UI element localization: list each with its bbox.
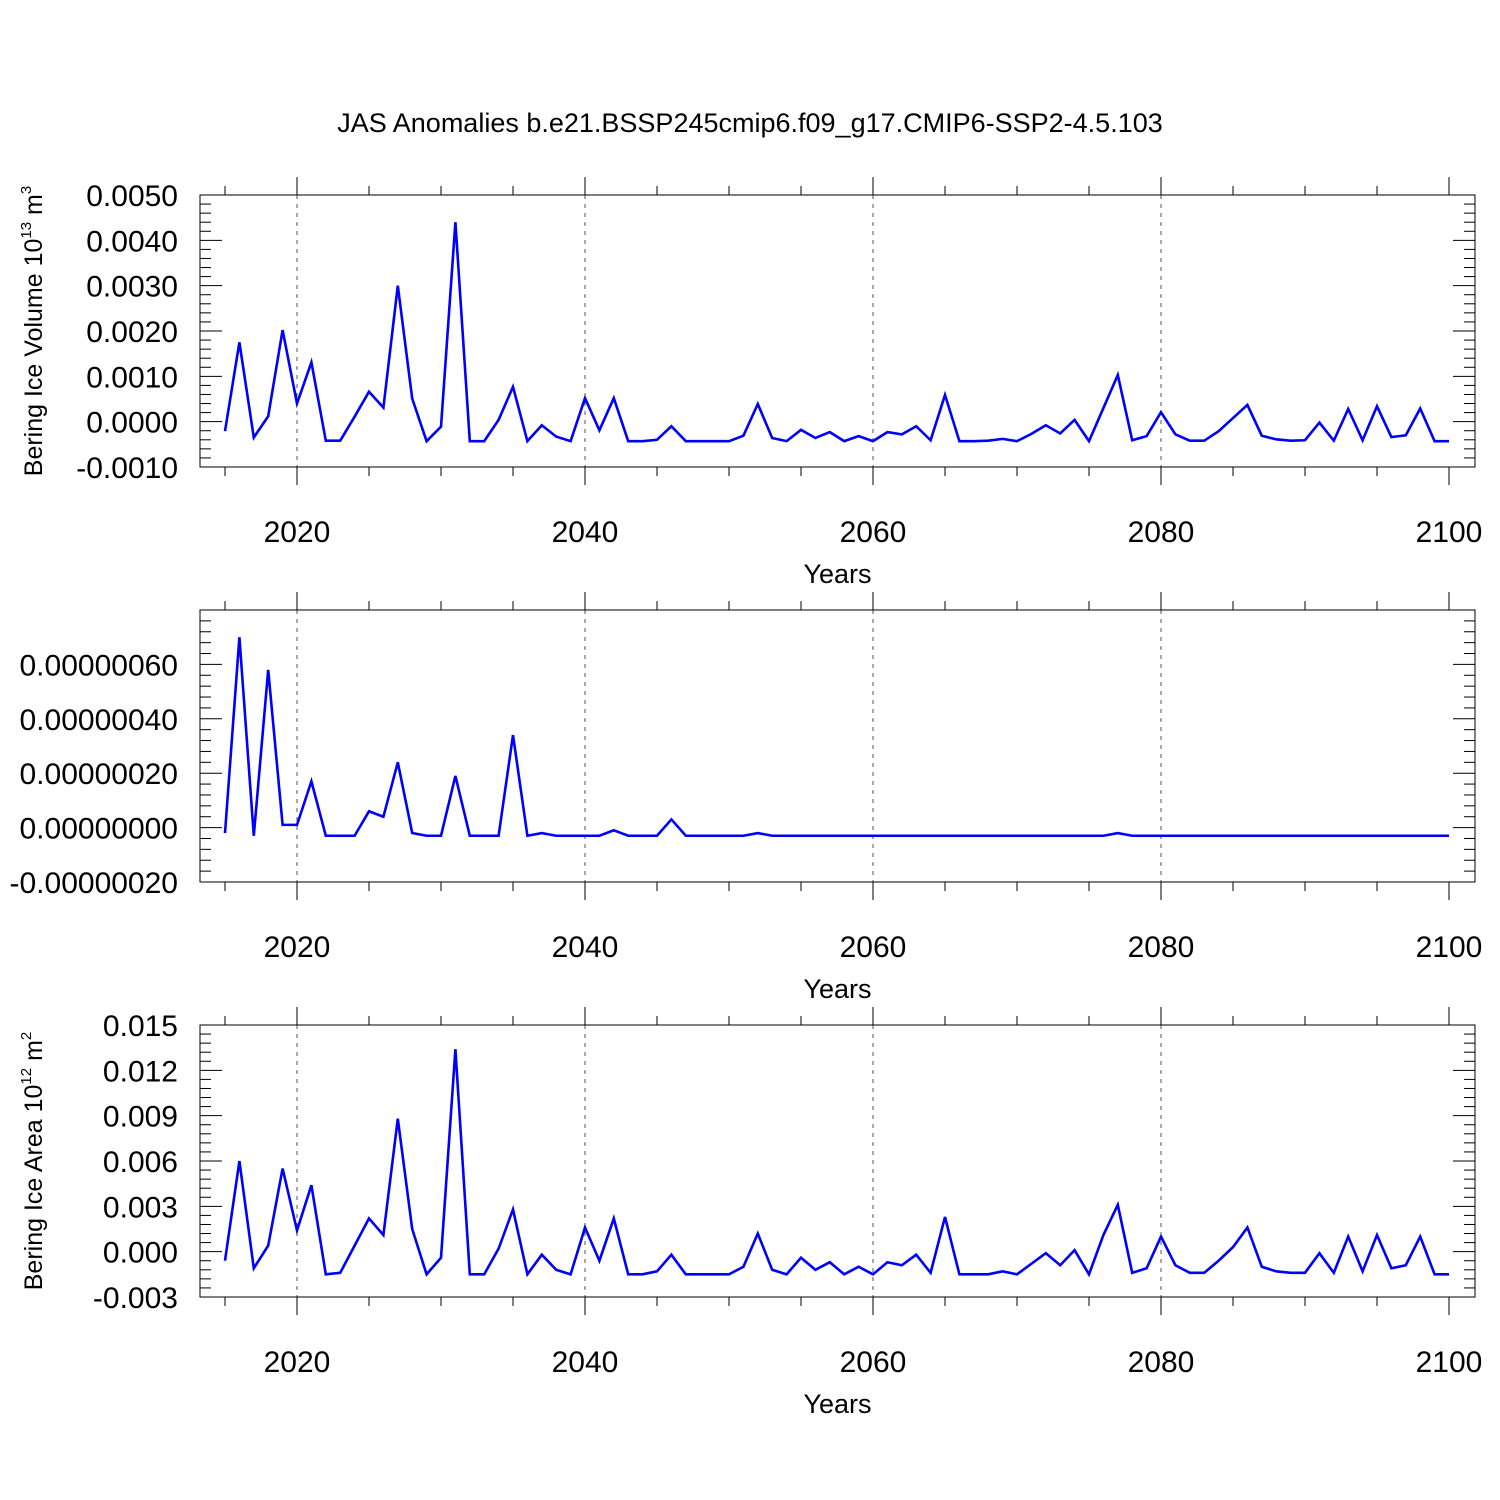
figure-title: JAS Anomalies b.e21.BSSP245cmip6.f09_g17… (337, 108, 1163, 138)
x-axis-title: Years (803, 1389, 871, 1419)
y-tick-label: 0.0040 (86, 225, 178, 258)
x-tick-label: 2080 (1128, 1346, 1195, 1379)
x-axis-title: Years (803, 974, 871, 1004)
y-tick-label: -0.0010 (76, 452, 178, 485)
y-tick-label: 0.00000000 (20, 813, 179, 846)
x-tick-label: 2100 (1416, 931, 1483, 964)
y-ticks (200, 1024, 1475, 1298)
y-axis-title: Bering Ice Volume 1013 m3 (18, 186, 48, 476)
y-tick-label: 0.012 (103, 1055, 178, 1088)
y-tick-label: 0.000 (103, 1237, 178, 1270)
x-tick-label: 2040 (552, 516, 619, 549)
x-tick-label: 2060 (840, 1346, 907, 1379)
y-tick-label: -0.003 (93, 1282, 178, 1315)
plot-frame (199, 1024, 1476, 1298)
y-tick-label: 0.0000 (86, 407, 178, 440)
series-line-1 (223, 222, 1449, 444)
x-tick-label: 2060 (840, 931, 907, 964)
y-tick-label: 0.0020 (86, 316, 178, 349)
y-tick-label: 0.006 (103, 1146, 178, 1179)
x-tick-label: 2080 (1128, 931, 1195, 964)
x-tick-label: 2100 (1416, 1346, 1483, 1379)
x-tick-label: 2020 (264, 931, 331, 964)
series-line-2 (223, 637, 1449, 838)
x-tick-label: 2040 (552, 1346, 619, 1379)
x-ticks (224, 177, 1450, 485)
x-tick-label: 2040 (552, 931, 619, 964)
y-tick-label: -0.00000020 (10, 867, 179, 900)
chart-panel-3: 0.015 0.012 0.009 0.006 0.003 0.000 -0.003 2020… (18, 1007, 1482, 1419)
x-ticks (224, 592, 1450, 900)
x-tick-label: 2020 (264, 1346, 331, 1379)
y-tick-label: 0.00000060 (20, 649, 179, 682)
x-ticks (224, 1007, 1450, 1315)
y-ticks (200, 609, 1475, 883)
chart-panel-2: 0.00000060 0.00000040 0.00000020 0.00000000… (10, 592, 1483, 1004)
plot-frame (199, 609, 1476, 883)
y-tick-label: 0.00000020 (20, 758, 179, 791)
x-tick-label: 2060 (840, 516, 907, 549)
y-tick-label: 0.00000040 (20, 704, 179, 737)
y-tick-label: 0.0050 (86, 180, 178, 213)
y-tick-label: 0.015 (103, 1010, 178, 1043)
plot-frame (199, 194, 1476, 468)
y-tick-label: 0.009 (103, 1101, 178, 1134)
x-tick-label: 2100 (1416, 516, 1483, 549)
y-axis-title: Bering Ice Area 1012 m2 (18, 1032, 48, 1291)
y-tick-label: 0.0010 (86, 361, 178, 394)
x-axis-title: Years (803, 559, 871, 589)
y-tick-label: 0.0030 (86, 271, 178, 304)
panels: 0.0050 0.0040 0.0030 0.0020 0.0010 0.0000 -0.0… (10, 177, 1483, 1419)
y-tick-label: 0.003 (103, 1191, 178, 1224)
x-tick-label: 2020 (264, 516, 331, 549)
x-tick-label: 2080 (1128, 516, 1195, 549)
series-line-3 (223, 1049, 1449, 1278)
chart-panel-1: 0.0050 0.0040 0.0030 0.0020 0.0010 0.0000 -0.0… (18, 177, 1482, 589)
